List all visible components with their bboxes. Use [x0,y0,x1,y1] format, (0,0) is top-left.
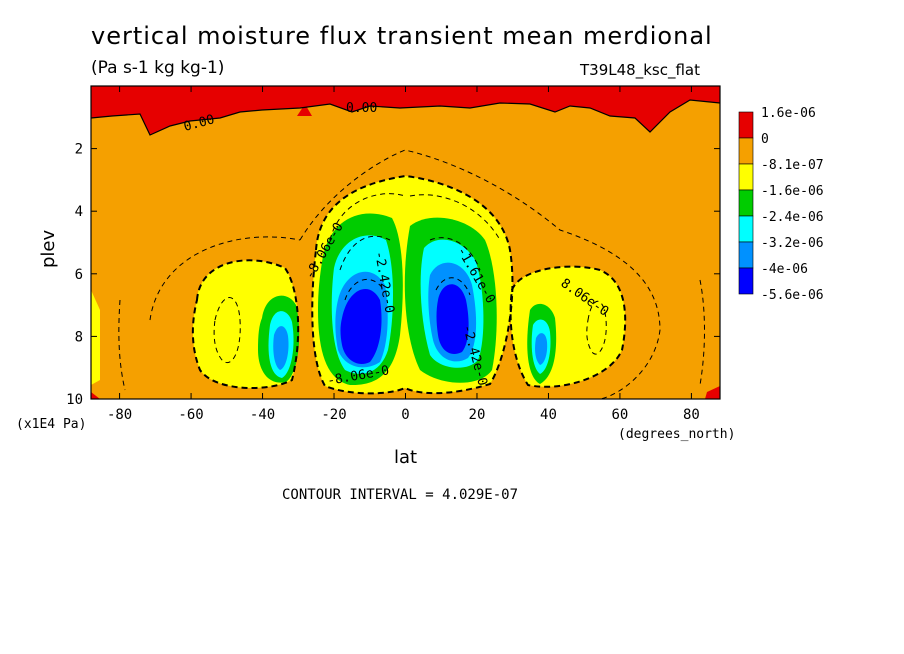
legend-swatch [738,137,754,165]
colorbar-legend: 1.6e-06 0 -8.1e-07 -1.6e-06 -2.4e-06 -3.2e-06… [738,106,824,303]
legend-swatch [738,215,754,243]
zero-contour-line [91,99,720,136]
contour-label: 0.00 [346,101,377,116]
legend-label: 0 [761,132,769,147]
y-tick-label: 6 [75,267,83,283]
legend-swatch [738,111,754,139]
legend-swatch [738,241,754,269]
blue-region-south [273,326,289,370]
x-axis: -80 -60 -40 -20 0 20 40 60 80 [107,86,700,423]
plot-area [91,86,720,399]
dataset-label: T39L48_ksc_flat [580,61,700,79]
legend-label: -2.4e-06 [761,210,824,225]
x-tick-label: 40 [540,407,557,423]
x-tick-label: 60 [612,407,629,423]
y-tick-label: 10 [66,392,83,408]
x-tick-label: -80 [107,407,132,423]
thick-contour-lines [191,174,627,395]
deepblue-region-center-left [340,288,382,365]
legend-label: -5.6e-06 [761,288,824,303]
x-tick-label: -40 [250,407,275,423]
positive-band-top [91,86,720,135]
blue-region-north [535,333,548,365]
positive-spot-1 [297,104,312,116]
y-tick-label: 8 [75,329,83,345]
legend-label: -4e-06 [761,262,808,277]
legend-label: 1.6e-06 [761,106,816,121]
y-axis-label: plev [38,229,59,268]
x-tick-label: -60 [178,407,203,423]
legend-label: -8.1e-07 [761,158,824,173]
y-axis: 2 4 6 8 10 [66,142,720,408]
chart-units: (Pa s-1 kg kg-1) [91,58,225,78]
positive-spot-3 [705,386,720,399]
contour-lines [118,149,705,399]
x-tick-label: -20 [321,407,346,423]
legend-swatch [738,267,754,295]
legend-label: -1.6e-06 [761,184,824,199]
contour-interval: CONTOUR INTERVAL = 4.029E-07 [282,487,519,503]
x-tick-label: 80 [683,407,700,423]
x-tick-label: 20 [469,407,486,423]
deepblue-region-center-right [436,284,469,355]
chart-title: vertical moisture flux transient mean me… [91,22,713,50]
positive-spot-2 [91,392,100,399]
yellow-region-edge [91,290,100,385]
y-units-label: (x1E4 Pa) [16,417,86,432]
legend-label: -3.2e-06 [761,236,824,251]
x-axis-label: lat [394,447,417,468]
legend-swatch [738,189,754,217]
x-tick-label: 0 [401,407,409,423]
legend-swatch [738,163,754,191]
y-tick-label: 4 [75,204,83,220]
y-tick-label: 2 [75,142,83,158]
x-units-label: (degrees_north) [618,427,735,442]
